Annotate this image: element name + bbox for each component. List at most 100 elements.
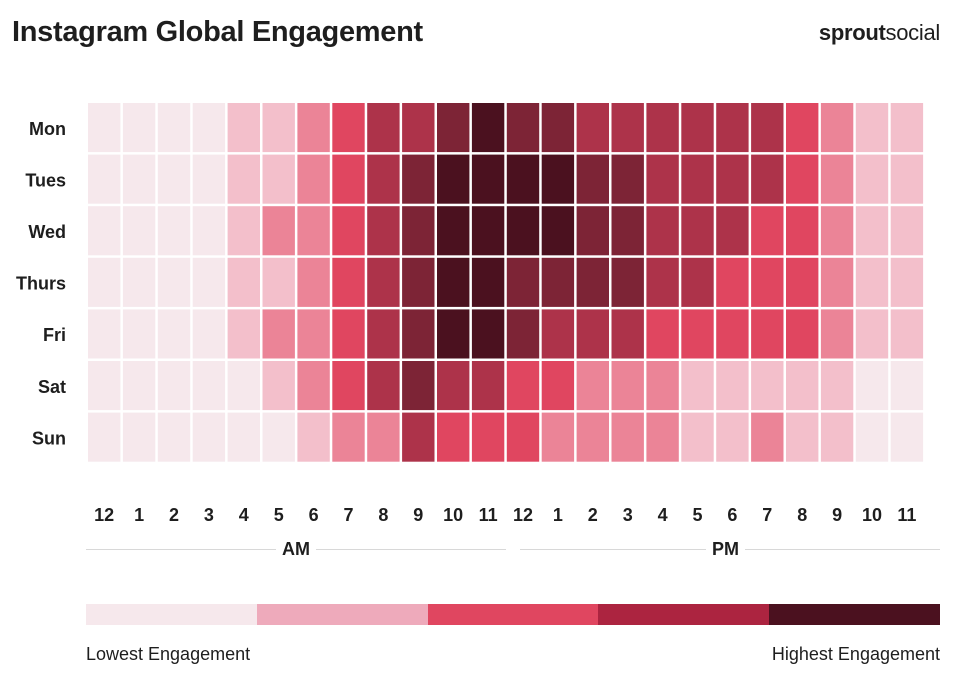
brand-logo-light: social bbox=[885, 20, 941, 45]
hour-label: 7 bbox=[343, 505, 353, 525]
heatmap-cell bbox=[402, 412, 435, 462]
heatmap-cell bbox=[716, 309, 749, 359]
heatmap-cell bbox=[751, 257, 784, 307]
heatmap-cell bbox=[506, 257, 540, 307]
heatmap-cell bbox=[367, 361, 400, 411]
hour-label: 10 bbox=[862, 505, 882, 525]
heatmap-cell bbox=[122, 206, 156, 256]
heatmap-cell bbox=[576, 103, 609, 153]
heatmap-cell bbox=[576, 412, 609, 462]
heatmap-cell bbox=[88, 103, 121, 153]
heatmap-cell bbox=[681, 206, 714, 256]
heatmap-cell bbox=[820, 361, 854, 411]
heatmap-cell bbox=[227, 103, 260, 153]
heatmap-cell bbox=[262, 412, 295, 462]
heatmap-cell bbox=[820, 154, 854, 204]
heatmap-cell bbox=[786, 309, 819, 359]
heatmap-cell bbox=[646, 103, 679, 153]
heatmap-cell bbox=[192, 412, 226, 462]
heatmap-cell bbox=[437, 309, 470, 359]
heatmap-cell bbox=[471, 257, 505, 307]
heatmap-cell bbox=[890, 103, 924, 153]
heatmap-cell bbox=[716, 103, 749, 153]
hour-label: 9 bbox=[832, 505, 842, 525]
heatmap-cell bbox=[402, 154, 435, 204]
heatmap-cell bbox=[157, 206, 191, 256]
heatmap-cell bbox=[88, 257, 121, 307]
brand-logo: sproutsocial bbox=[819, 20, 940, 46]
heatmap-cell bbox=[541, 257, 575, 307]
heatmap-cell bbox=[751, 309, 784, 359]
heatmap-cell bbox=[855, 309, 889, 359]
hour-label: 12 bbox=[94, 505, 114, 525]
heatmap-cell bbox=[890, 361, 924, 411]
day-label: Mon bbox=[29, 119, 66, 139]
heatmap-cell bbox=[367, 206, 400, 256]
heatmap-cell bbox=[541, 309, 575, 359]
heatmap-cell bbox=[88, 309, 121, 359]
heatmap-cell bbox=[262, 103, 295, 153]
heatmap-cell bbox=[786, 412, 819, 462]
heatmap-cell bbox=[820, 309, 854, 359]
heatmap-cell bbox=[576, 361, 609, 411]
pm-label: PM bbox=[706, 539, 745, 560]
heatmap-cell bbox=[576, 154, 609, 204]
heatmap-cell bbox=[192, 154, 226, 204]
heatmap-cell bbox=[716, 257, 749, 307]
heatmap-cell bbox=[541, 154, 575, 204]
heatmap-cell bbox=[297, 412, 330, 462]
heatmap-cell bbox=[88, 412, 121, 462]
heatmap-cell bbox=[541, 361, 575, 411]
heatmap-cell bbox=[367, 103, 400, 153]
hour-label: 5 bbox=[692, 505, 702, 525]
heatmap-cell bbox=[437, 361, 470, 411]
heatmap-cell bbox=[506, 103, 540, 153]
hour-label: 10 bbox=[443, 505, 463, 525]
heatmap-cell bbox=[576, 309, 609, 359]
heatmap-cell bbox=[402, 257, 435, 307]
heatmap-cell bbox=[611, 206, 644, 256]
heatmap-cell bbox=[786, 361, 819, 411]
heatmap-cell bbox=[262, 309, 295, 359]
heatmap-cell bbox=[890, 154, 924, 204]
am-label: AM bbox=[276, 539, 316, 560]
heatmap-cell bbox=[402, 361, 435, 411]
heatmap-cell bbox=[332, 309, 365, 359]
legend-segment bbox=[256, 604, 428, 625]
heatmap-cell bbox=[716, 206, 749, 256]
heatmap-cell bbox=[122, 257, 156, 307]
heatmap-cell bbox=[681, 361, 714, 411]
hour-label: 1 bbox=[553, 505, 563, 525]
heatmap-cell bbox=[855, 361, 889, 411]
heatmap-cell bbox=[88, 361, 121, 411]
hour-label: 11 bbox=[897, 505, 916, 525]
heatmap-cell bbox=[122, 154, 156, 204]
heatmap-cell bbox=[820, 206, 854, 256]
heatmap-cell bbox=[227, 309, 260, 359]
heatmap-cell bbox=[367, 412, 400, 462]
color-scale-legend bbox=[86, 604, 940, 625]
heatmap-cell bbox=[471, 412, 505, 462]
heatmap-cell bbox=[681, 257, 714, 307]
heatmap-cell bbox=[192, 103, 226, 153]
day-label: Fri bbox=[43, 325, 66, 345]
legend-segment bbox=[427, 604, 599, 625]
heatmap-cell bbox=[541, 412, 575, 462]
heatmap-cell bbox=[157, 257, 191, 307]
heatmap-cell bbox=[890, 257, 924, 307]
heatmap-cell bbox=[297, 361, 330, 411]
heatmap-cell bbox=[297, 309, 330, 359]
heatmap-cell bbox=[297, 103, 330, 153]
heatmap-cell bbox=[681, 412, 714, 462]
day-label: Thurs bbox=[16, 274, 66, 294]
heatmap-cell bbox=[332, 154, 365, 204]
heatmap-cell bbox=[227, 154, 260, 204]
hour-label: 6 bbox=[309, 505, 319, 525]
heatmap-cell bbox=[681, 103, 714, 153]
heatmap-cell bbox=[855, 103, 889, 153]
heatmap-cell bbox=[646, 206, 679, 256]
heatmap-cell bbox=[262, 257, 295, 307]
heatmap-cell bbox=[437, 103, 470, 153]
heatmap-cell bbox=[157, 154, 191, 204]
